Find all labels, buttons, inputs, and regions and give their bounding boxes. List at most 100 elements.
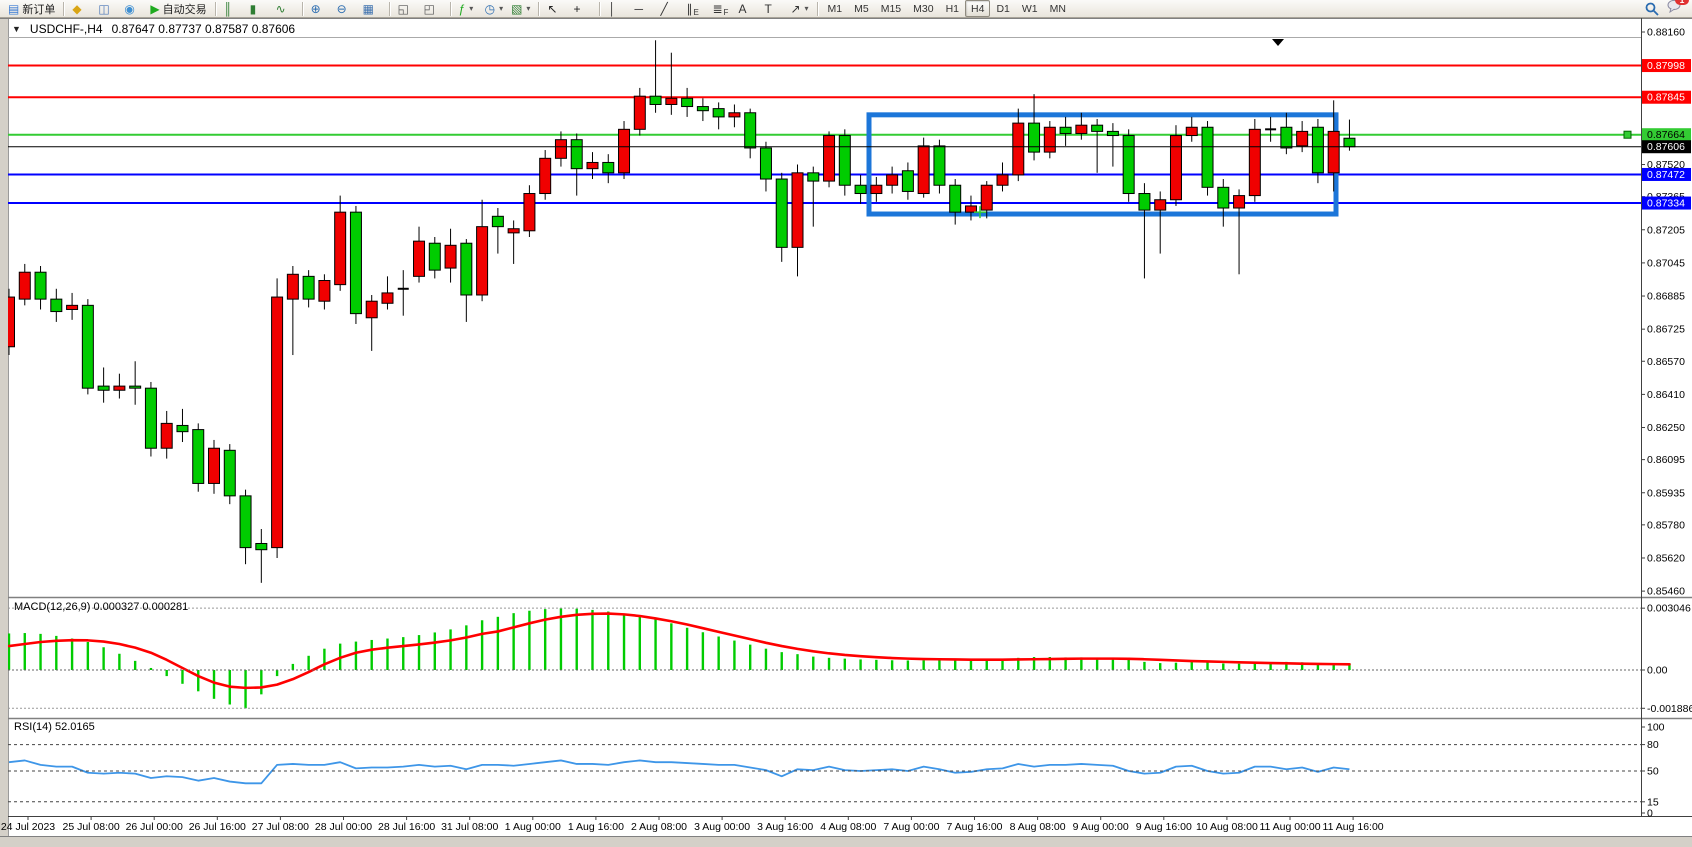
timeframe-h1-button[interactable]: H1 [945,2,960,15]
market-watch-icon: ◫ [98,1,110,16]
collapse-triangle-icon[interactable]: ▼ [12,24,21,34]
time-axis-label[interactable]: 1 Aug 16:00 [568,821,624,833]
timeframe-m5-button[interactable]: M5 [854,2,869,15]
candle-bearish [744,112,757,149]
time-axis-label[interactable]: 4 Aug 08:00 [820,821,876,833]
chart-candlesticks-button[interactable]: ▮ [246,0,272,18]
text-button[interactable]: A [734,0,760,18]
time-axis-label[interactable]: 9 Aug 16:00 [1136,821,1192,833]
search-icon[interactable] [1645,2,1659,16]
time-axis-label[interactable]: 28 Jul 16:00 [378,821,435,833]
time-axis-label[interactable]: 7 Aug 16:00 [946,821,1002,833]
price-tick-label: 0.85780 [1647,519,1685,531]
time-axis-label[interactable]: 10 Aug 08:00 [1196,821,1258,833]
candle-bullish [18,271,31,300]
signals-button[interactable]: ◉ [120,0,146,18]
chart-shift-marker[interactable] [1272,39,1284,46]
candle-bearish [649,95,662,105]
equidistant-channel-button[interactable]: ∥ E [682,0,708,18]
candle-bearish [1280,126,1293,149]
chat-button[interactable]: 1 [1667,0,1689,18]
arrows-button[interactable]: ↗ ▾ [786,0,812,18]
time-axis-label[interactable]: 2 Aug 08:00 [631,821,687,833]
candle-bullish [1296,130,1309,147]
time-axis-label[interactable]: 24 Jul 2023 [1,821,55,833]
zoom-out-button[interactable]: ⊖ [333,0,359,18]
fibonacci-button[interactable]: ≣ F [708,0,734,18]
vertical-line-button[interactable]: │ [604,0,630,18]
candle-bullish [381,292,394,304]
time-axis-label[interactable]: 9 Aug 00:00 [1073,821,1129,833]
time-axis-label[interactable]: 31 Jul 08:00 [441,821,498,833]
timeframe-mn-button[interactable]: MN [1049,2,1066,15]
market-watch-button[interactable]: ◫ [94,0,120,18]
text-label-button[interactable]: T [760,0,786,18]
candle-bullish [271,296,284,549]
cursor-button[interactable]: ↖ [543,0,569,18]
time-axis-label[interactable]: 7 Aug 00:00 [883,821,939,833]
chart-line-button[interactable]: ∿ [272,0,298,18]
candle-bearish [949,184,962,213]
chart-bars-button[interactable]: ║ [220,0,246,18]
templates-dropdown-icon[interactable]: ▾ [526,4,531,13]
candle-doji [1265,128,1277,131]
crosshair-button[interactable]: + [569,0,595,18]
tile-windows-button[interactable]: ▦ [359,0,385,18]
toolbar-separator [599,1,601,16]
candle-bearish [696,106,709,112]
horizontal-line-button[interactable]: ─ [630,0,656,18]
candle-bullish [823,135,836,182]
rsi-axis-label: 15 [1647,796,1659,808]
level-0.87664-badge [1642,128,1691,142]
timeframe-m30-button[interactable]: M30 [913,2,934,15]
indicators-dropdown-icon[interactable]: ▾ [469,4,474,13]
candle-bullish [334,211,347,286]
time-axis-label[interactable]: 27 Jul 08:00 [252,821,309,833]
price-tick-label: 0.86250 [1647,422,1685,434]
autotrading-button[interactable]: ▶ 自动交易 [146,0,210,18]
templates-button[interactable]: ▧ ▾ [507,0,534,18]
time-axis-label[interactable]: 3 Aug 16:00 [757,821,813,833]
auto-arrange-button[interactable]: ◱ [394,0,420,18]
timeframe-d1-button[interactable]: D1 [996,2,1010,15]
chart-canvas[interactable]: 0.881600.875200.873650.872050.870450.868… [0,18,1692,847]
candle-bullish [444,244,457,269]
svg-text:0.87998: 0.87998 [1647,60,1685,72]
new-order-button[interactable]: ▤ 新订单 [4,0,59,18]
timeframe-w1-button[interactable]: W1 [1021,2,1038,15]
candle-bearish [1217,186,1230,209]
timeframe-m15-button[interactable]: M15 [880,2,902,15]
candle-bullish [870,184,883,195]
zoom-in-button[interactable]: ⊕ [307,0,333,18]
time-axis-label[interactable]: 26 Jul 00:00 [126,821,183,833]
periods-dropdown-icon[interactable]: ▾ [499,4,504,13]
timeframe-h4-button[interactable]: H4 [965,0,991,17]
candles [8,40,1356,583]
time-axis-label[interactable]: 11 Aug 00:00 [1259,821,1320,833]
chart-title-bar[interactable]: ▼ USDCHF-,H4 0.87647 0.87737 0.87587 0.8… [12,22,295,36]
window-left-frame [0,18,8,836]
candle-doji [397,287,409,290]
time-axis-label[interactable]: 26 Jul 16:00 [189,821,246,833]
arrows-dropdown-icon[interactable]: ▾ [804,4,809,13]
time-axis-label[interactable]: 11 Aug 16:00 [1323,821,1384,833]
time-axis-label[interactable]: 1 Aug 00:00 [505,821,561,833]
svg-text:0.87664: 0.87664 [1647,129,1685,141]
level-line-handle[interactable] [1623,130,1632,139]
time-axis-label[interactable]: 25 Jul 08:00 [62,821,119,833]
periods-button[interactable]: ◷ ▾ [481,0,508,18]
candle-bullish [1248,128,1261,197]
candle-bullish [791,172,804,248]
timeframe-m1-button[interactable]: M1 [827,2,843,15]
time-axis-label[interactable]: 28 Jul 00:00 [315,821,372,833]
candle-bearish [97,385,110,391]
indicators-button[interactable]: ƒ ▾ [455,0,481,18]
metaeditor-button[interactable]: ◆ [68,0,94,18]
trend-line-button[interactable]: ╱ [656,0,682,18]
time-axis-label[interactable]: 8 Aug 08:00 [1010,821,1066,833]
time-axis-label[interactable]: 3 Aug 00:00 [694,821,750,833]
macd-axis-label: -0.001886 [1647,703,1692,715]
autotrading-label: 自动交易 [162,3,207,16]
chart-shift-button[interactable]: ◰ [420,0,446,18]
candle-bearish [192,429,205,484]
